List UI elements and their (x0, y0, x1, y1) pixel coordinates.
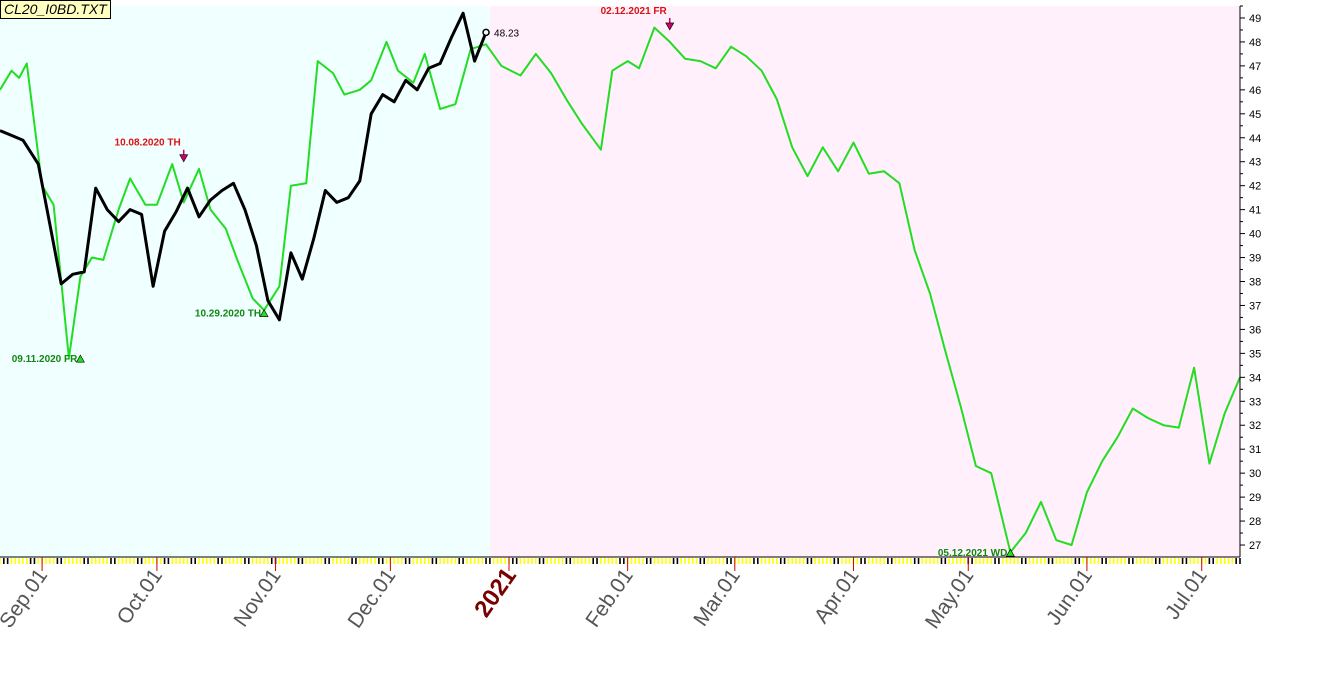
y-axis: 27 28 29 30 31 32 33 34 35 36 37 38 39 40 41 42 43 44 45 46… (1239, 5, 1261, 557)
x-tick-label: Oct.01 (113, 565, 167, 629)
last-value-label: 48.23 (494, 28, 519, 39)
y-tick-label: 49 (1249, 13, 1261, 25)
x-tick-label: Sep.01 (0, 565, 52, 633)
annotation-label: 10.08.2020 TH (115, 138, 181, 149)
y-tick-label: 28 (1249, 516, 1261, 528)
y-tick-label: 47 (1249, 61, 1261, 73)
y-tick-label: 29 (1249, 492, 1261, 504)
y-tick-label: 31 (1249, 444, 1261, 456)
annotation-layer: 10.08.2020 TH 10.29.2020 TH 09.11.2020 FR 0… (12, 6, 1015, 559)
x-tick-label: Jul.01 (1161, 565, 1212, 624)
x-tick-label: Nov.01 (230, 565, 286, 631)
annotation-label: 10.29.2020 TH (195, 309, 261, 320)
last-value-marker (482, 28, 490, 37)
x-tick-label: Mar.01 (689, 565, 745, 631)
annotation-arrow-up (1005, 548, 1015, 557)
y-tick-label: 30 (1249, 468, 1261, 480)
series-line-forecast (0, 26, 1241, 554)
series-layer: 48.23 (0, 11, 1241, 554)
y-tick-label: 39 (1249, 253, 1261, 265)
y-tick-label: 41 (1249, 205, 1261, 217)
y-tick-label: 33 (1249, 396, 1261, 408)
forecast-background (489, 6, 1240, 557)
y-tick-label: 34 (1249, 372, 1261, 384)
x-tick-label: Dec.01 (343, 565, 400, 633)
y-tick-label: 42 (1249, 181, 1261, 193)
annotation-label: 09.11.2020 FR (12, 354, 78, 365)
annotation-arrow-down (179, 154, 189, 163)
y-tick-label: 44 (1249, 133, 1261, 145)
annotation-arrow-down (665, 22, 675, 31)
annotation-label: 05.12.2021 WD (938, 548, 1008, 559)
y-tick-label: 35 (1249, 348, 1261, 360)
y-tick-label: 27 (1249, 540, 1261, 552)
y-tick-label: 46 (1249, 85, 1261, 97)
annotation-label: 02.12.2021 FR (601, 6, 668, 17)
file-name-label: CL20_I0BD.TXT (0, 0, 111, 19)
y-tick-label: 38 (1249, 277, 1261, 289)
x-tick-label: May.01 (921, 565, 978, 633)
x-axis: Sep.01 Oct.01 Nov.01 Dec.01 2021 Feb.01 Mar.01… (0, 556, 1241, 633)
annotation-arrow-up (259, 309, 269, 317)
y-tick-label: 45 (1249, 109, 1261, 121)
y-tick-label: 36 (1249, 324, 1261, 336)
y-tick-label: 48 (1249, 37, 1261, 49)
y-tick-label: 32 (1249, 420, 1261, 432)
x-tick-label: 2021 (469, 563, 522, 622)
y-tick-label: 43 (1249, 157, 1261, 169)
y-tick-label: 40 (1249, 229, 1261, 241)
annotation-arrow-up (75, 354, 85, 363)
series-line-actual (0, 11, 488, 322)
x-tick-label: Feb.01 (581, 565, 637, 632)
y-tick-label: 37 (1249, 300, 1261, 312)
x-tick-label: Jun.01 (1042, 565, 1097, 630)
x-tick-label: Apr.01 (810, 565, 864, 628)
